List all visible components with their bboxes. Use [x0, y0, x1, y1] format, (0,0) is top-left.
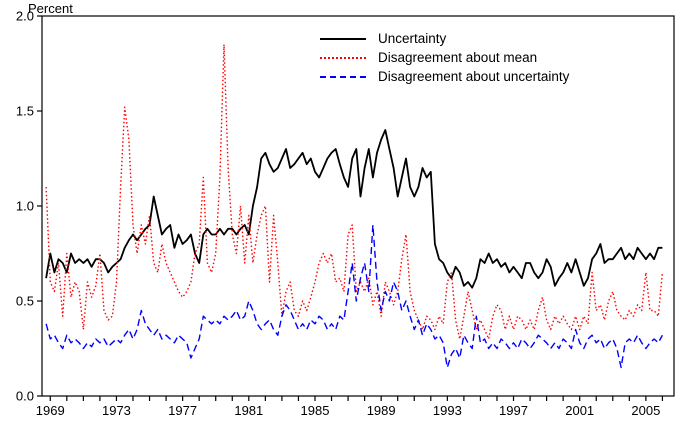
legend-line-disagreement-uncertainty	[320, 75, 366, 78]
legend-line-uncertainty	[320, 37, 366, 40]
x-tick-label: 1989	[367, 403, 396, 418]
legend-item-disagreement-uncertainty: Disagreement about uncertainty	[320, 69, 569, 84]
legend-line-disagreement-mean	[320, 56, 366, 59]
y-tick-label: 1.0	[16, 199, 34, 214]
legend-item-uncertainty: Uncertainty	[320, 31, 569, 46]
x-tick-label: 1969	[36, 403, 65, 418]
x-tick-label: 1977	[168, 403, 197, 418]
x-tick-label: 1981	[234, 403, 263, 418]
y-axis-title: Percent	[28, 1, 73, 16]
y-tick-label: 2.0	[16, 9, 34, 24]
legend-item-disagreement-mean: Disagreement about mean	[320, 50, 569, 65]
series-line-1	[45, 43, 664, 340]
series-line-2	[45, 224, 664, 369]
legend-label-disagreement-mean: Disagreement about mean	[378, 50, 538, 65]
series-line-0	[45, 129, 663, 289]
legend: Uncertainty Disagreement about mean Disa…	[320, 31, 569, 84]
x-tick-label: 1985	[301, 403, 330, 418]
legend-label-uncertainty: Uncertainty	[378, 31, 447, 46]
legend-label-disagreement-uncertainty: Disagreement about uncertainty	[378, 69, 570, 84]
x-tick-label: 2005	[631, 403, 660, 418]
y-tick-label: 0.0	[16, 389, 34, 404]
x-tick-label: 1973	[102, 403, 131, 418]
x-tick-label: 2001	[565, 403, 594, 418]
y-tick-label: 1.5	[16, 104, 34, 119]
x-tick-label: 1993	[433, 403, 462, 418]
y-tick-label: 0.5	[16, 294, 34, 309]
x-tick-label: 1997	[499, 403, 528, 418]
